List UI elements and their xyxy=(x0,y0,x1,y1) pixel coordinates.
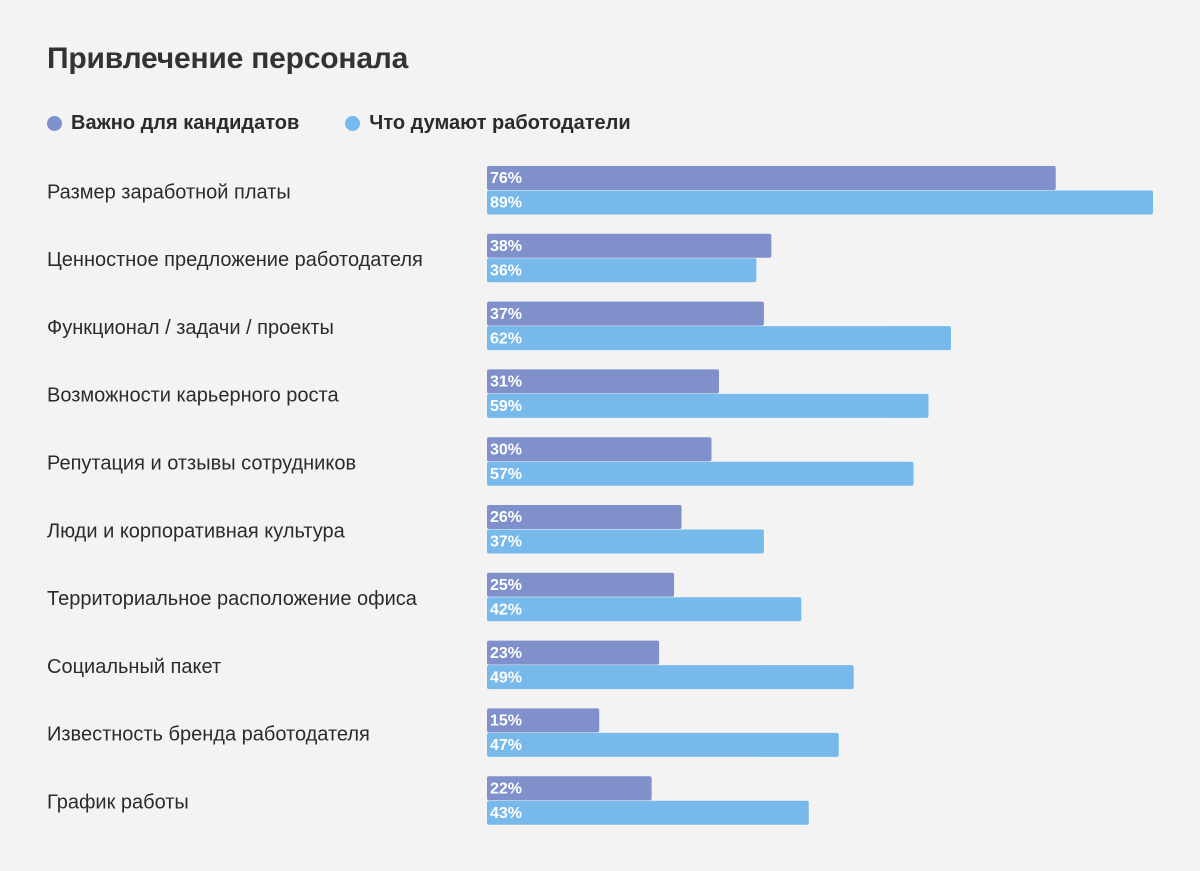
bar-employers xyxy=(487,190,1153,215)
data-label: 59% xyxy=(490,398,522,415)
bar-candidates xyxy=(487,776,652,801)
bar-candidates xyxy=(487,301,764,326)
bar-group: Возможности карьерного роста 31% 59% xyxy=(47,369,929,418)
category-label: Ценностное предложение работодателя xyxy=(47,249,423,271)
category-label: Возможности карьерного роста xyxy=(47,385,339,407)
bar-employers xyxy=(487,529,764,554)
bar-candidates xyxy=(487,640,660,665)
bar-group: Социальный пакет 23% 49% xyxy=(47,640,854,690)
category-label: Социальный пакет xyxy=(47,656,221,678)
data-label: 15% xyxy=(490,713,522,730)
legend-dot-employers xyxy=(345,116,361,131)
bar-candidates xyxy=(487,572,675,597)
bar-group: Ценностное предложение работодателя 38% 36… xyxy=(47,233,772,283)
chart-title: Привлечение персонала xyxy=(47,42,409,75)
bar-group: Функционал / задачи / проекты 37% 62% xyxy=(47,301,951,351)
category-label: Территориальное расположение офиса xyxy=(47,588,418,610)
data-label: 62% xyxy=(490,330,522,347)
bar-candidates xyxy=(487,369,719,394)
legend-label-employers: Что думают работодатели xyxy=(369,112,631,134)
legend-dot-candidates xyxy=(47,116,62,131)
bar-employers xyxy=(487,461,914,486)
category-label: График работы xyxy=(47,791,189,813)
data-label: 37% xyxy=(490,306,522,323)
bar-employers xyxy=(487,597,802,622)
bar-group: Люди и корпоративная культура 26% 37% xyxy=(47,505,764,554)
data-label: 25% xyxy=(490,577,522,594)
bar-employers xyxy=(487,665,854,690)
data-label: 26% xyxy=(490,509,522,526)
bar-employers xyxy=(487,800,809,825)
category-label: Люди и корпоративная культура xyxy=(47,520,346,542)
bar-group: Территориальное расположение офиса 25% 42% xyxy=(47,572,802,622)
category-label: Известность бренда работодателя xyxy=(47,724,370,746)
data-label: 38% xyxy=(490,238,522,255)
legend-label-candidates: Важно для кандидатов xyxy=(71,112,300,134)
data-label: 76% xyxy=(490,170,522,187)
data-label: 42% xyxy=(490,602,522,619)
data-label: 22% xyxy=(490,780,522,797)
category-label: Функционал / задачи / проекты xyxy=(47,317,334,339)
bar-group: Репутация и отзывы сотрудников 30% 57% xyxy=(47,437,914,486)
data-label: 57% xyxy=(490,466,522,483)
bar-group: График работы 22% 43% xyxy=(47,776,809,825)
bar-candidates xyxy=(487,708,600,733)
legend-item-candidates: Важно для кандидатов xyxy=(47,112,299,135)
data-label: 43% xyxy=(490,805,522,822)
data-label: 36% xyxy=(490,263,522,280)
data-label: 49% xyxy=(490,669,522,686)
data-label: 31% xyxy=(490,374,522,391)
bar-candidates xyxy=(487,166,1056,190)
bar-candidates xyxy=(487,505,682,529)
category-label: Размер заработной платы xyxy=(47,181,291,203)
data-label: 37% xyxy=(490,534,522,551)
bar-candidates xyxy=(487,437,712,462)
category-label: Репутация и отзывы сотрудников xyxy=(47,452,356,474)
data-label: 89% xyxy=(490,195,522,212)
bar-employers xyxy=(487,393,929,418)
bar-employers xyxy=(487,258,757,283)
bar-group: Известность бренда работодателя 15% 47% xyxy=(47,708,839,757)
bar-candidates xyxy=(487,233,772,258)
bar-group: Размер заработной платы 76% 89% xyxy=(47,166,1153,215)
data-label: 47% xyxy=(490,737,522,754)
data-label: 23% xyxy=(490,645,522,662)
chart-legend: Важно для кандидатов Что думают работода… xyxy=(47,112,677,135)
data-label: 30% xyxy=(490,441,522,458)
bar-employers xyxy=(487,732,839,757)
bar-employers xyxy=(487,326,951,351)
legend-item-employers: Что думают работодатели xyxy=(345,112,631,135)
